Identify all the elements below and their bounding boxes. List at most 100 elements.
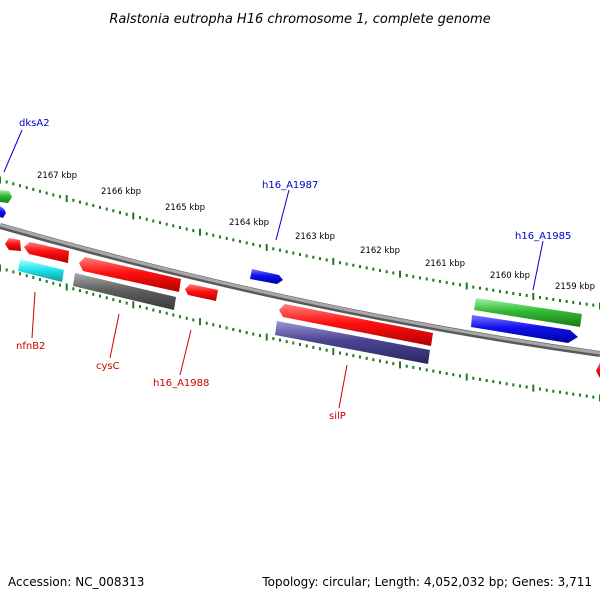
outer-ruler-minor-tick (472, 285, 475, 289)
kbp-label-2164: 2164 kbp (229, 218, 269, 228)
gene-label-h16_A1985: h16_A1985 (515, 231, 571, 242)
inner-ruler-minor-tick (159, 310, 161, 314)
gene-cysC[interactable] (73, 257, 181, 310)
inner-ruler-minor-tick (552, 389, 555, 393)
inner-ruler-minor-tick (565, 391, 568, 395)
leader-line-h16_A1988 (179, 329, 192, 376)
gene-red-small-left[interactable] (5, 238, 21, 251)
inner-ruler-minor-tick (12, 270, 15, 274)
inner-ruler-minor-tick (39, 278, 41, 281)
inner-ruler-minor-tick (359, 355, 361, 359)
outer-ruler-minor-tick (312, 255, 315, 259)
outer-ruler-minor-tick (545, 297, 548, 300)
gene-h16_A1988[interactable] (185, 284, 218, 301)
gene-red-right-edge[interactable] (596, 362, 600, 378)
leader-line-h16_A1985 (532, 240, 544, 291)
gene-h16_A1985[interactable] (471, 298, 582, 343)
inner-ruler-minor-tick (325, 348, 328, 352)
inner-ruler-minor-tick (492, 380, 495, 384)
inner-ruler-minor-tick (425, 368, 428, 372)
gene-dksA2[interactable] (0, 190, 12, 218)
outer-ruler-minor-tick (212, 233, 215, 237)
kbp-label-2161: 2161 kbp (425, 259, 465, 269)
outer-ruler-major-tick (65, 195, 68, 202)
outer-ruler-minor-tick (485, 287, 488, 291)
outer-ruler-minor-tick (192, 229, 195, 233)
kbp-label-2160: 2160 kbp (490, 271, 530, 281)
outer-ruler-minor-tick (45, 191, 48, 195)
outer-ruler-minor-tick (292, 251, 295, 255)
inner-ruler-major-tick (199, 318, 201, 326)
outer-ruler-minor-tick (159, 221, 161, 225)
leader-line-silP (338, 364, 348, 409)
outer-ruler-minor-tick (419, 276, 421, 280)
inner-ruler-minor-tick (385, 360, 388, 364)
gene-silP[interactable] (275, 304, 433, 364)
outer-ruler-minor-tick (252, 242, 255, 246)
leader-line-cysC (109, 313, 120, 359)
inner-ruler-minor-tick (579, 393, 581, 397)
inner-ruler-minor-tick (525, 385, 528, 389)
outer-ruler-minor-tick (5, 180, 8, 184)
outer-ruler-minor-tick (519, 293, 521, 296)
inner-ruler-minor-tick (99, 294, 101, 298)
outer-ruler-minor-tick (259, 244, 261, 248)
leader-line-nfnB2 (31, 291, 36, 339)
inner-ruler-minor-tick (539, 387, 541, 391)
inner-ruler-minor-tick (219, 324, 221, 328)
inner-ruler-minor-tick (392, 362, 395, 366)
chromosome-backbone-highlight (0, 223, 600, 355)
inner-ruler-minor-tick (92, 292, 95, 296)
outer-ruler-minor-tick (92, 204, 95, 208)
outer-ruler-minor-tick (139, 216, 141, 220)
inner-ruler-minor-tick (559, 390, 561, 394)
inner-ruler-minor-tick (412, 365, 415, 369)
outer-ruler-minor-tick (52, 193, 55, 197)
outer-ruler-minor-tick (492, 288, 495, 292)
outer-ruler-major-tick (332, 257, 335, 265)
outer-ruler-minor-tick (25, 186, 28, 190)
inner-ruler-minor-tick (19, 272, 21, 276)
inner-ruler-minor-tick (452, 373, 455, 377)
outer-ruler-minor-tick (512, 292, 515, 295)
inner-ruler-minor-tick (105, 296, 108, 300)
outer-ruler-minor-tick (505, 290, 508, 294)
gene-nfnB2[interactable] (18, 242, 69, 282)
inner-ruler-minor-tick (205, 321, 208, 325)
outer-ruler-minor-tick (239, 239, 241, 243)
inner-ruler-minor-tick (145, 306, 148, 310)
inner-ruler-minor-tick (432, 369, 435, 373)
outer-ruler-minor-tick (539, 296, 541, 299)
inner-ruler-major-tick (532, 384, 535, 392)
inner-ruler-minor-tick (292, 341, 295, 345)
gene-h16_A1987[interactable] (250, 269, 283, 284)
inner-ruler-minor-tick (405, 364, 408, 368)
outer-ruler-minor-tick (39, 189, 41, 193)
outer-ruler-minor-tick (179, 226, 181, 229)
inner-ruler-minor-tick (545, 388, 548, 392)
outer-ruler-minor-tick (165, 222, 168, 226)
inner-ruler-minor-tick (585, 394, 588, 398)
inner-ruler-minor-tick (279, 338, 281, 342)
inner-ruler-minor-tick (352, 354, 355, 358)
inner-ruler-minor-tick (312, 345, 315, 349)
kbp-label-2162: 2162 kbp (360, 246, 400, 256)
leader-line-dksA2 (3, 129, 23, 173)
outer-ruler-minor-tick (579, 301, 581, 305)
inner-ruler-minor-tick (512, 383, 515, 387)
outer-ruler-minor-tick (85, 202, 88, 206)
outer-ruler-minor-tick (219, 235, 221, 239)
inner-ruler-track (0, 264, 600, 402)
inner-ruler-minor-tick (299, 343, 301, 346)
gene-label-h16_A1988: h16_A1988 (153, 378, 209, 389)
inner-ruler-minor-tick (112, 298, 115, 302)
outer-ruler-minor-tick (385, 270, 388, 274)
outer-ruler-minor-tick (559, 299, 561, 302)
outer-ruler-minor-tick (459, 283, 461, 287)
inner-ruler-minor-tick (319, 347, 321, 351)
outer-ruler-minor-tick (405, 273, 408, 277)
outer-ruler-minor-tick (59, 195, 61, 199)
accession-text: Accession: NC_008313 (8, 575, 144, 589)
outer-ruler-minor-tick (119, 211, 121, 215)
inner-ruler-minor-tick (245, 331, 248, 335)
